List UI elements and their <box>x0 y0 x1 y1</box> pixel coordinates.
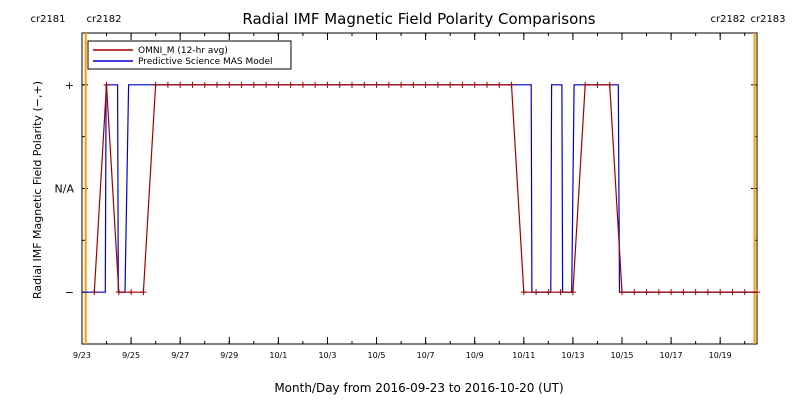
legend-label-model: Predictive Science MAS Model <box>138 57 273 67</box>
omni-data-point <box>717 289 724 296</box>
y-tick-label: + <box>65 79 74 92</box>
omni-data-point <box>398 81 405 88</box>
omni-data-point <box>631 289 638 296</box>
x-tick-label: 10/11 <box>512 351 535 360</box>
omni-data-point <box>275 81 282 88</box>
omni-data-point <box>459 81 466 88</box>
omni-data-point <box>754 289 760 296</box>
omni-data-point <box>741 289 748 296</box>
omni-data-point <box>520 289 527 296</box>
omni-data-point <box>422 81 429 88</box>
omni-data-point <box>471 81 478 88</box>
x-tick-label: 9/25 <box>122 351 140 360</box>
omni-data-point <box>324 81 331 88</box>
y-axis-label: Radial IMF Magnetic Field Polarity (−,+) <box>31 81 44 299</box>
omni-data-point <box>434 81 441 88</box>
omni-data-point <box>189 81 196 88</box>
omni-data-point <box>385 81 392 88</box>
x-tick-label: 10/17 <box>660 351 683 360</box>
omni-data-point <box>533 289 540 296</box>
omni-data-point <box>164 81 171 88</box>
carrington-label-left-start: cr2181 <box>30 14 65 25</box>
omni-data-point <box>152 81 159 88</box>
series-line-model <box>82 84 757 293</box>
omni-data-point <box>299 81 306 88</box>
omni-data-point <box>287 81 294 88</box>
omni-data-point <box>692 289 699 296</box>
omni-data-point <box>508 81 515 88</box>
omni-data-point <box>115 289 122 296</box>
x-tick-label: 10/15 <box>610 351 633 360</box>
x-tick-label: 10/1 <box>269 351 287 360</box>
omni-data-point <box>704 289 711 296</box>
omni-data-point <box>361 81 368 88</box>
x-tick-label: 10/13 <box>561 351 584 360</box>
carrington-label-right-end: cr2183 <box>750 14 785 25</box>
omni-data-point <box>447 81 454 88</box>
plot-frame <box>81 32 758 345</box>
series-line-omni <box>93 84 757 293</box>
x-tick-label: 10/5 <box>368 351 386 360</box>
omni-data-point <box>128 289 135 296</box>
omni-data-point <box>655 289 662 296</box>
omni-data-point <box>569 289 576 296</box>
omni-data-point <box>484 81 490 88</box>
carrington-label-right-start: cr2182 <box>710 14 745 25</box>
x-tick-label: 9/29 <box>220 351 238 360</box>
x-tick-label: 10/7 <box>417 351 435 360</box>
omni-data-point <box>373 81 380 88</box>
omni-data-point <box>250 81 257 88</box>
x-axis-label: Month/Day from 2016-09-23 to 2016-10-20 … <box>274 381 563 395</box>
omni-data-point <box>91 289 98 296</box>
omni-data-point <box>140 289 147 296</box>
omni-data-point <box>226 81 233 88</box>
omni-data-point <box>103 81 110 88</box>
y-tick-label: N/A <box>55 183 75 196</box>
omni-data-point <box>177 81 184 88</box>
omni-data-point <box>557 289 564 296</box>
omni-data-point <box>729 289 736 296</box>
omni-data-point <box>619 289 625 296</box>
chart-title: Radial IMF Magnetic Field Polarity Compa… <box>242 10 595 28</box>
x-tick-label: 10/19 <box>709 351 732 360</box>
omni-data-point <box>214 81 220 88</box>
legend: OMNI_M (12-hr avg) Predictive Science MA… <box>87 40 292 70</box>
omni-data-point <box>349 81 355 88</box>
x-tick-label: 9/23 <box>73 351 91 360</box>
omni-data-point <box>201 81 208 88</box>
omni-data-point <box>496 81 503 88</box>
carrington-label-left-end: cr2182 <box>86 14 121 25</box>
x-tick-label: 9/27 <box>171 351 189 360</box>
omni-data-point <box>263 81 270 88</box>
omni-data-point <box>606 81 613 88</box>
x-tick-label: 10/3 <box>318 351 336 360</box>
omni-data-point <box>238 81 245 88</box>
x-tick-label: 10/9 <box>466 351 484 360</box>
omni-data-point <box>668 289 675 296</box>
omni-data-point <box>594 81 601 88</box>
legend-box <box>87 40 292 70</box>
omni-data-point <box>680 289 687 296</box>
omni-data-point <box>410 81 417 88</box>
legend-label-omni: OMNI_M (12-hr avg) <box>138 46 228 56</box>
omni-data-point <box>582 81 589 88</box>
y-tick-label: − <box>65 286 74 299</box>
omni-data-point <box>336 81 343 88</box>
omni-data-point <box>312 81 319 88</box>
omni-data-point <box>545 289 552 296</box>
omni-data-point <box>643 289 650 296</box>
